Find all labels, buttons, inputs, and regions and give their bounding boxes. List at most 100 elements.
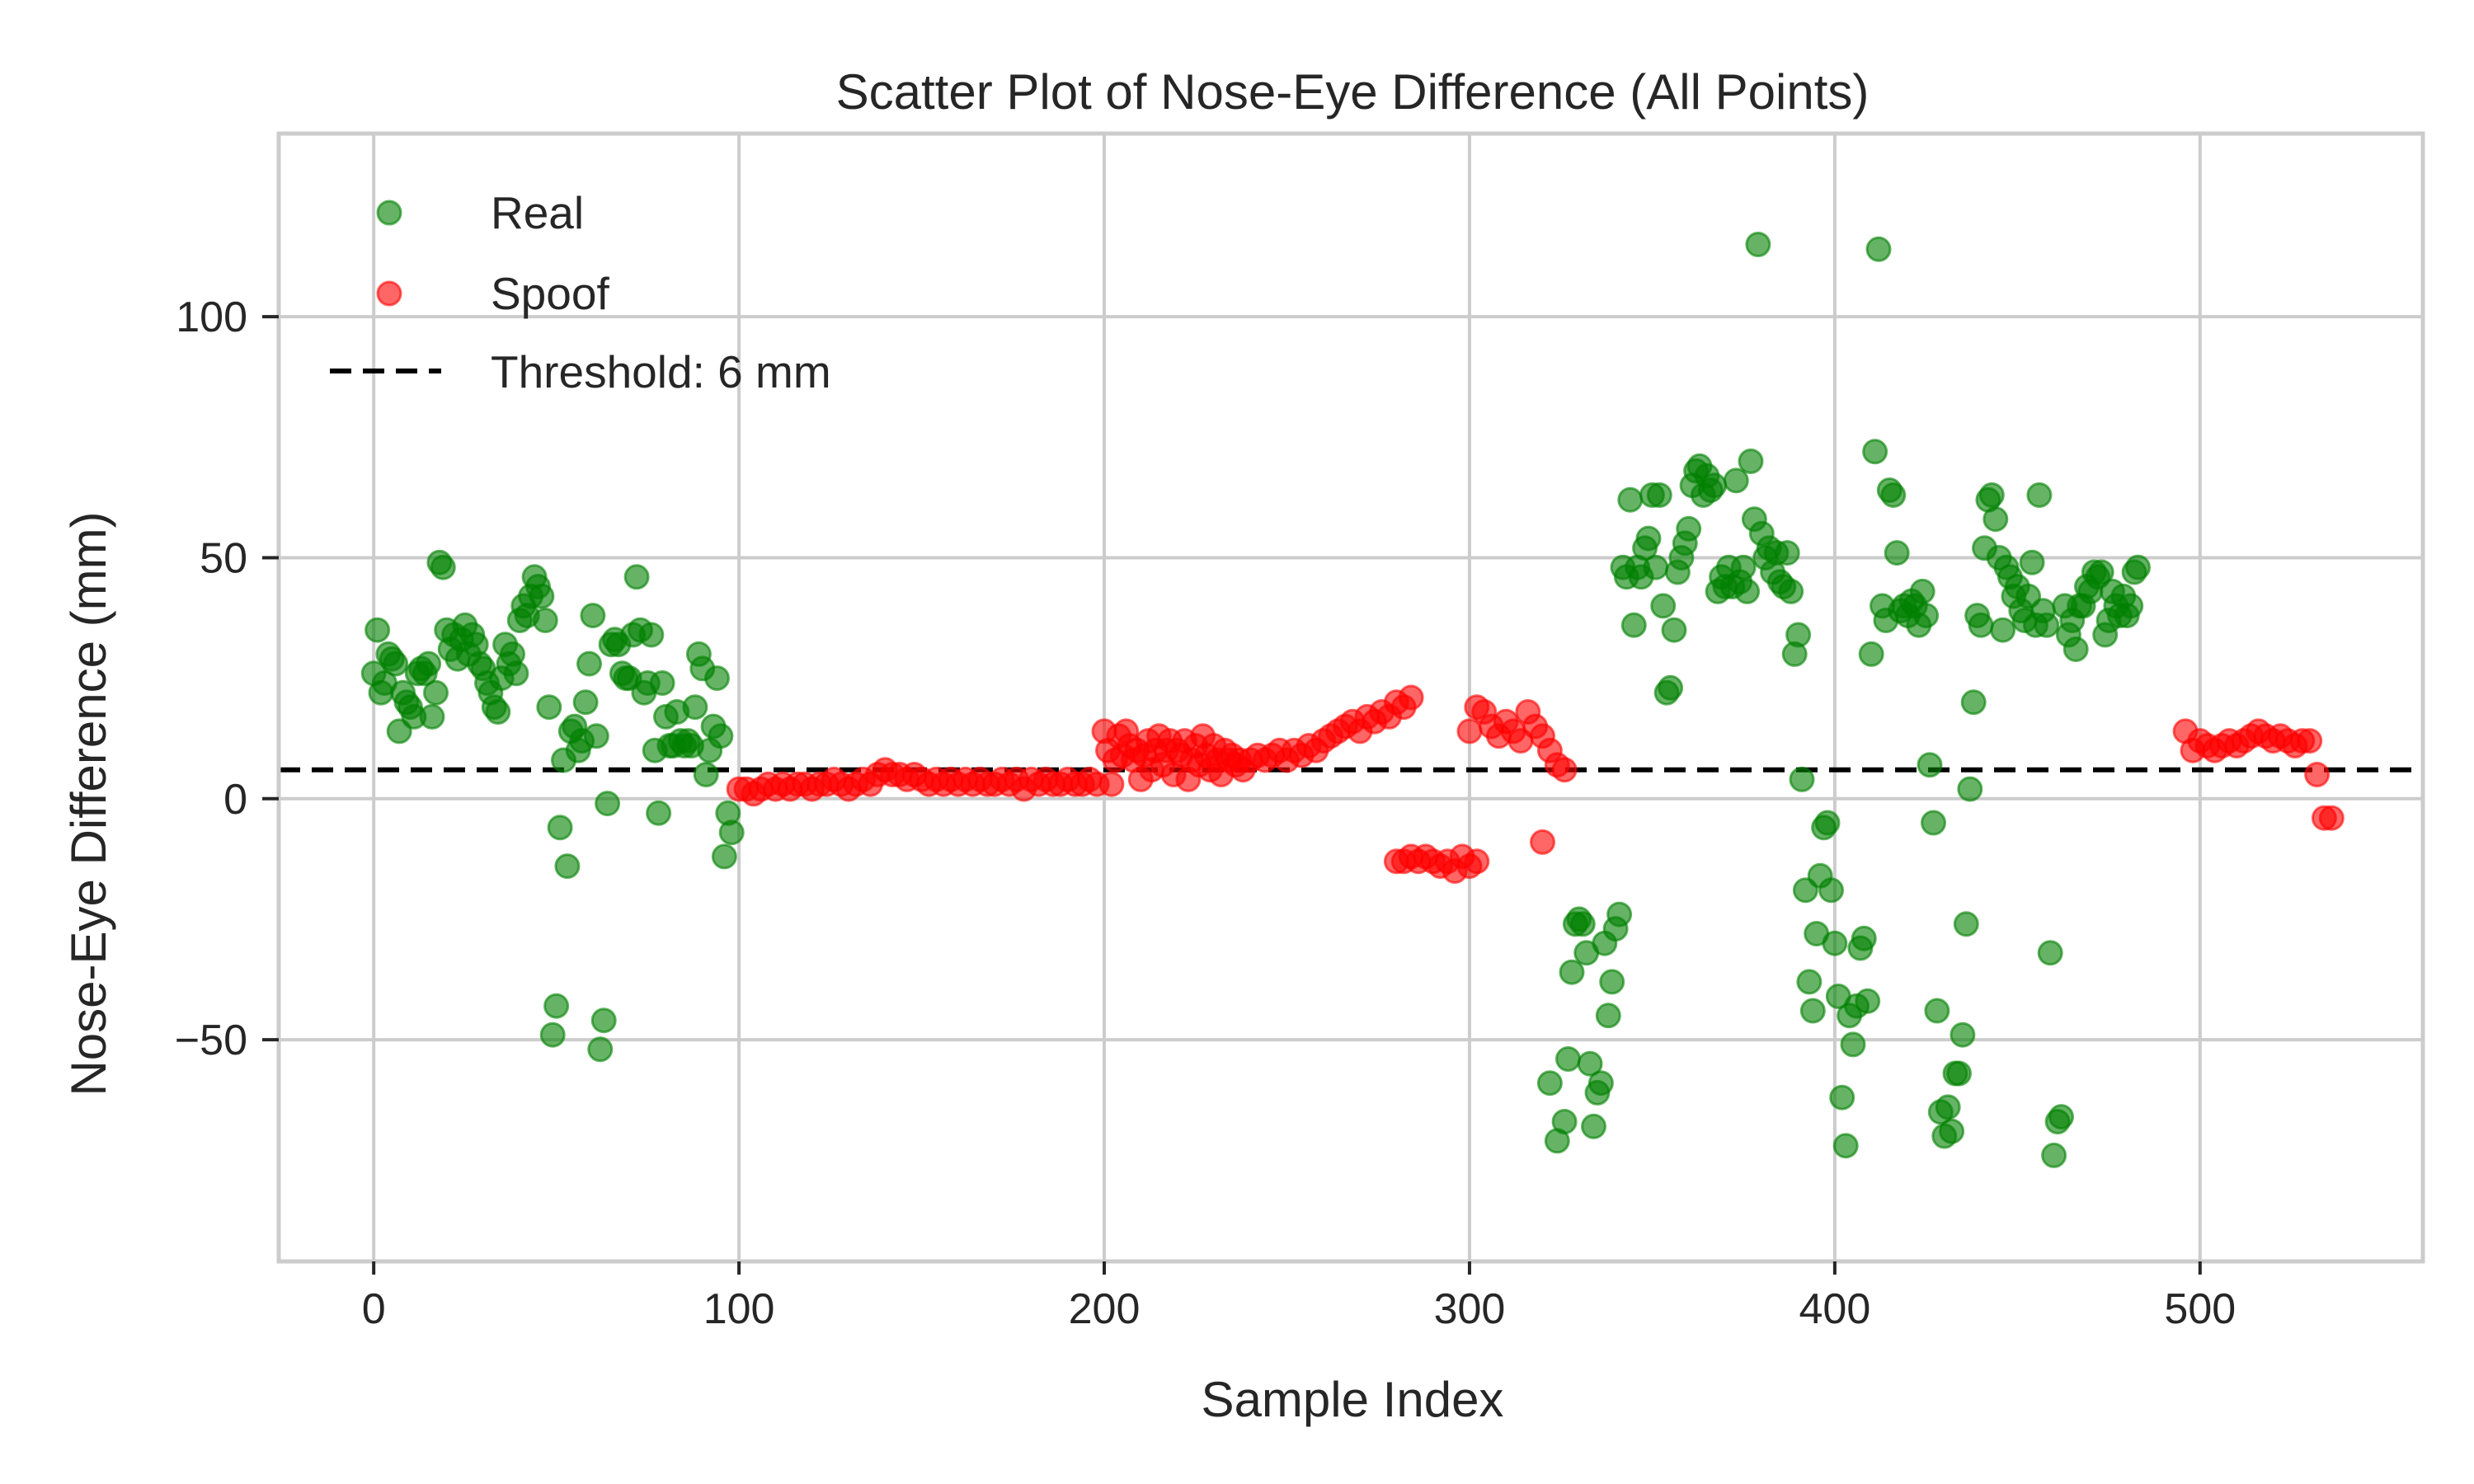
data-point-real [587,1036,614,1063]
data-point-real [1734,578,1761,604]
y-tick-label: 0 [223,776,247,824]
data-point-real [1855,988,1881,1014]
legend-spoof-label: Spoof [491,268,609,319]
data-points [360,232,2345,1168]
data-point-real [638,622,665,648]
data-point-real [2088,559,2114,585]
data-point-real [1730,554,1757,580]
data-point-real [532,608,558,633]
grid-lines [279,134,2423,1261]
data-point-real [682,694,708,721]
data-point-spoof [1530,829,1555,855]
data-point-real [1778,578,1804,604]
data-point-spoof [1456,718,1483,744]
x-tick-label: 300 [1434,1285,1506,1333]
y-tick-label: −50 [175,1017,247,1064]
data-point-real [708,723,734,749]
data-point-real [1909,578,1935,604]
data-point-spoof [1551,757,1578,783]
data-point-real [646,800,672,826]
data-point-real [1569,911,1596,937]
data-point-real [1577,1050,1603,1077]
x-tick-label: 400 [1799,1285,1870,1333]
data-point-real [485,699,511,725]
data-point-real [2019,549,2045,575]
data-point-real [572,689,599,716]
data-point-real [1950,1021,1976,1048]
data-point-real [1551,1109,1578,1134]
x-tick-label: 100 [703,1285,775,1333]
data-point-real [1661,617,1687,643]
data-point-real [1796,969,1823,995]
data-point-real [1946,1060,1972,1087]
data-point-spoof [1464,848,1490,875]
data-point-real [529,583,555,609]
data-point-real [1921,810,1946,836]
data-point-real [1840,1031,1866,1058]
data-point-real [1559,959,1585,985]
data-point-real [1935,1094,1961,1120]
data-point-spoof [1098,771,1125,797]
y-axis-label: Nose-Eye Difference (mm) [61,511,116,1096]
data-point-real [583,723,609,749]
data-point-real [1785,622,1812,648]
data-point-real [1620,612,1647,638]
data-point-real [1646,482,1672,508]
data-point-real [423,679,449,706]
legend: Real Spoof Threshold: 6 mm [330,187,831,397]
data-point-real [580,603,606,629]
data-point-real [1858,641,1884,667]
y-tick-label: 100 [176,294,247,341]
data-point-spoof [1398,684,1424,711]
data-point-real [576,650,602,677]
data-point-real [1745,232,1771,257]
data-point-real [1851,925,1877,951]
data-point-real [1924,998,1950,1024]
x-tick-label: 500 [2164,1285,2236,1333]
data-point-real [1536,1070,1563,1097]
data-point-real [1829,1084,1856,1111]
data-point-real [1880,482,1907,508]
data-point-real [430,554,456,580]
data-point-real [1884,540,1910,566]
data-point-real [1978,482,2005,508]
data-point-real [1658,674,1684,701]
data-point-real [2118,593,2144,619]
data-point-real [1555,1046,1581,1072]
plot-frame [276,131,2425,1264]
data-point-real [1701,472,1728,499]
data-point-real [1676,515,1702,542]
data-point-real [383,650,409,677]
data-point-real [1913,603,1940,629]
data-point-real [2048,1104,2074,1130]
legend-threshold-label: Threshold: 6 mm [491,346,831,397]
series-real [360,232,2151,1168]
data-point-real [711,843,737,870]
data-point-real [419,703,445,730]
data-point-real [539,1021,566,1048]
series-spoof [726,684,2345,884]
data-point-real [1581,1113,1606,1139]
data-point-real [1789,766,1815,792]
data-point-real [1617,486,1644,513]
data-point-real [718,819,745,846]
data-point-real [416,650,442,677]
data-point-spoof [2304,762,2331,787]
data-point-real [704,665,730,692]
data-point-real [365,617,391,643]
data-point-real [1799,998,1826,1024]
data-point-real [1862,439,1888,465]
data-point-spoof [2318,805,2345,831]
data-point-real [1953,911,1979,937]
data-point-real [2026,482,2053,508]
data-point-real [1818,877,1844,904]
data-point-real [1643,554,1669,580]
data-point-real [1723,467,1749,494]
data-point-real [693,762,719,787]
data-point-real [547,815,573,841]
data-point-real [2034,612,2060,638]
data-point-real [1990,617,2016,643]
legend-real-label: Real [491,187,584,238]
data-point-real [1960,689,1987,716]
